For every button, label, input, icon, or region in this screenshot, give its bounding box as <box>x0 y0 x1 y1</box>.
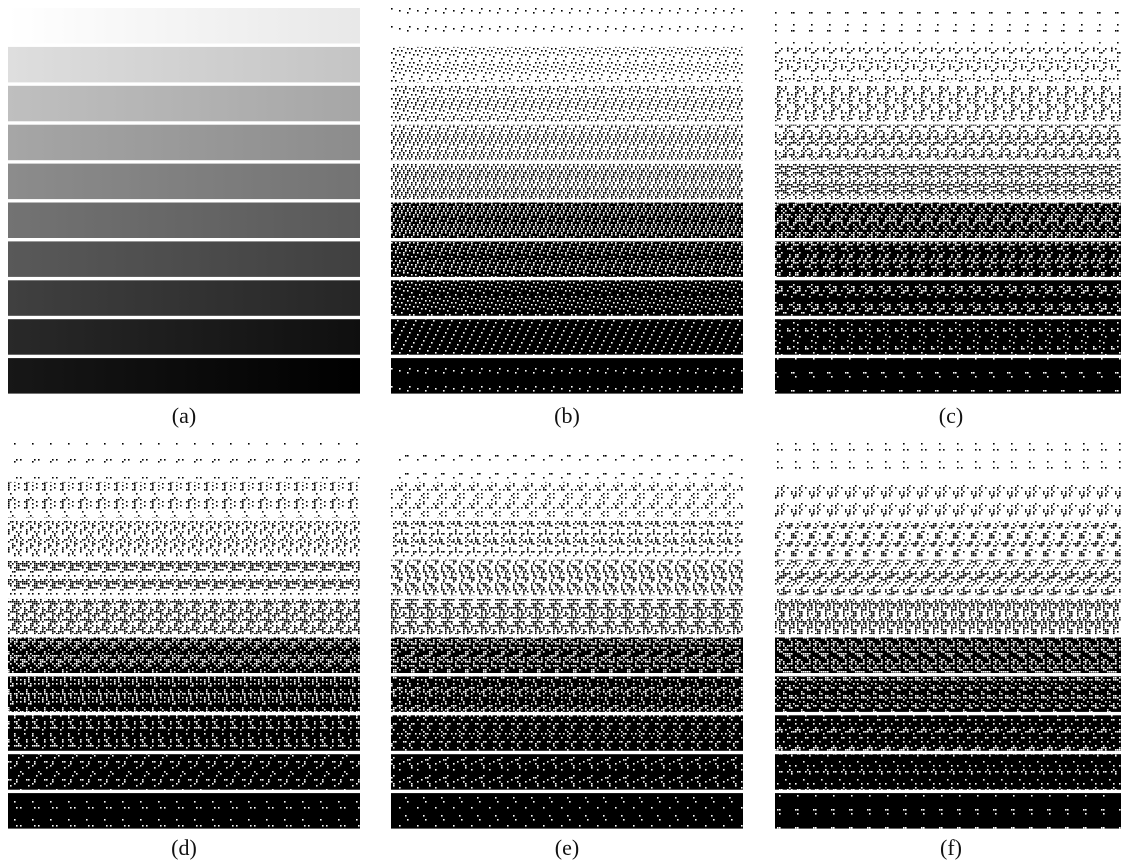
halftone-strip <box>391 358 743 394</box>
halftone-strip <box>8 793 360 829</box>
halftone-strip <box>8 481 360 518</box>
halftone-strip <box>391 715 743 751</box>
halftone-strip <box>8 754 360 790</box>
panel-e-halftone <box>391 443 743 832</box>
halftone-strip <box>391 754 743 790</box>
panel-a-gradient <box>8 8 360 397</box>
gray-strip <box>8 241 360 277</box>
halftone-strips <box>8 443 360 829</box>
caption-c: (c) <box>938 403 964 428</box>
halftone-strip <box>391 163 743 200</box>
caption-d: (d) <box>171 835 197 860</box>
halftone-strip <box>391 8 743 44</box>
gray-strip <box>8 46 360 83</box>
gradient-strips <box>8 8 360 394</box>
gray-strip <box>8 319 360 355</box>
halftone-strip <box>391 598 743 635</box>
halftone-strip <box>8 676 360 712</box>
gray-strip <box>8 8 360 44</box>
halftone-strip <box>775 124 1121 161</box>
halftone-strip <box>775 481 1121 518</box>
halftone-strip <box>775 319 1121 355</box>
halftone-strip <box>775 520 1121 557</box>
halftone-strips <box>775 443 1121 829</box>
halftone-strip <box>8 443 360 479</box>
halftone-strip <box>775 46 1121 83</box>
halftone-strip <box>391 46 743 83</box>
halftone-strip <box>775 793 1121 829</box>
halftone-strip <box>391 319 743 355</box>
halftone-strip <box>8 637 360 673</box>
halftone-strip <box>8 559 360 596</box>
caption-b: (b) <box>554 403 580 428</box>
panel-d-halftone <box>8 443 360 832</box>
halftone-strip <box>391 637 743 673</box>
halftone-strip <box>775 754 1121 790</box>
halftone-strip <box>775 598 1121 635</box>
gray-strip <box>8 124 360 161</box>
halftone-strip <box>8 520 360 557</box>
halftone-strip <box>391 280 743 316</box>
halftone-strip <box>391 559 743 596</box>
halftone-strip <box>775 241 1121 277</box>
panel-f-halftone <box>775 443 1121 832</box>
halftone-strip <box>8 598 360 635</box>
halftone-strip <box>775 637 1121 673</box>
panel-b-halftone <box>391 8 743 397</box>
gray-strip <box>8 163 360 200</box>
gray-strip <box>8 358 360 394</box>
halftone-strip <box>775 443 1121 479</box>
gray-strip <box>8 280 360 316</box>
halftone-strip <box>775 163 1121 200</box>
caption-e: (e) <box>554 835 580 860</box>
caption-a: (a) <box>171 403 197 428</box>
halftone-strip <box>391 520 743 557</box>
halftone-strip <box>391 793 743 829</box>
halftone-strip <box>775 559 1121 596</box>
halftone-strip <box>775 202 1121 238</box>
halftone-strip <box>391 676 743 712</box>
halftone-strip <box>391 241 743 277</box>
halftone-strip <box>391 202 743 238</box>
halftone-strip <box>775 358 1121 394</box>
gray-strip <box>8 85 360 122</box>
panel-c-halftone <box>775 8 1121 397</box>
halftone-strips <box>391 8 743 394</box>
gray-strip <box>8 202 360 238</box>
halftone-strip <box>775 676 1121 712</box>
halftone-strip <box>775 715 1121 751</box>
halftone-strip <box>391 443 743 479</box>
caption-f: (f) <box>940 835 962 860</box>
halftone-strip <box>775 8 1121 44</box>
halftone-strip <box>391 124 743 161</box>
halftone-strip <box>775 280 1121 316</box>
halftone-strip <box>391 85 743 122</box>
halftone-strip <box>391 481 743 518</box>
halftone-strips <box>775 8 1121 394</box>
halftone-strips <box>391 443 743 829</box>
halftone-strip <box>775 85 1121 122</box>
halftone-strip <box>8 715 360 751</box>
